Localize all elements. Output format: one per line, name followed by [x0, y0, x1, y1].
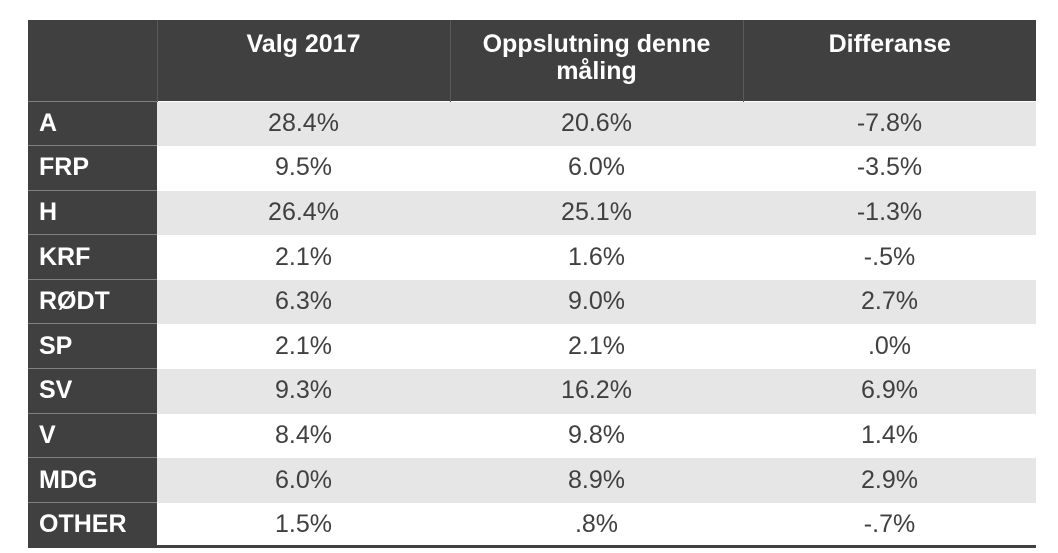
- cell-differanse: -7.8%: [743, 100, 1036, 146]
- cell-valg-2017: 28.4%: [157, 100, 450, 146]
- table-row: SP 2.1% 2.1% .0%: [28, 323, 1036, 369]
- cell-differanse: .0%: [743, 323, 1036, 369]
- cell-differanse: 1.4%: [743, 412, 1036, 458]
- cell-oppslutning: 6.0%: [450, 145, 743, 191]
- cell-oppslutning: 9.0%: [450, 278, 743, 324]
- party-label: RØDT: [28, 278, 157, 324]
- cell-valg-2017: 26.4%: [157, 189, 450, 235]
- party-label: FRP: [28, 145, 157, 191]
- header-differanse: Differanse: [742, 20, 1036, 101]
- cell-valg-2017: 2.1%: [157, 234, 450, 280]
- cell-valg-2017: 2.1%: [157, 323, 450, 369]
- table-row: KRF 2.1% 1.6% -.5%: [28, 234, 1036, 280]
- cell-differanse: -.5%: [743, 234, 1036, 280]
- table-row: H 26.4% 25.1% -1.3%: [28, 189, 1036, 235]
- cell-oppslutning: 1.6%: [450, 234, 743, 280]
- table-row: FRP 9.5% 6.0% -3.5%: [28, 145, 1036, 191]
- cell-valg-2017: 6.3%: [157, 278, 450, 324]
- cell-valg-2017: 9.5%: [157, 145, 450, 191]
- cell-differanse: 2.7%: [743, 278, 1036, 324]
- table-row: RØDT 6.3% 9.0% 2.7%: [28, 278, 1036, 324]
- cell-differanse: -1.3%: [743, 189, 1036, 235]
- cell-oppslutning: 25.1%: [450, 189, 743, 235]
- cell-valg-2017: 9.3%: [157, 368, 450, 414]
- cell-differanse: -3.5%: [743, 145, 1036, 191]
- cell-differanse: 6.9%: [743, 368, 1036, 414]
- header-oppslutning: Oppslutning denne måling: [449, 20, 743, 101]
- table-row: MDG 6.0% 8.9% 2.9%: [28, 457, 1036, 503]
- poll-results-table: Valg 2017 Oppslutning denne måling Diffe…: [28, 20, 1036, 549]
- cell-differanse: -.7%: [743, 501, 1036, 549]
- table-row: OTHER 1.5% .8% -.7%: [28, 501, 1036, 549]
- party-label: MDG: [28, 457, 157, 503]
- cell-oppslutning: 2.1%: [450, 323, 743, 369]
- header-valg-2017: Valg 2017: [156, 20, 450, 101]
- cell-oppslutning: .8%: [450, 501, 743, 549]
- table-header: Valg 2017 Oppslutning denne måling Diffe…: [28, 20, 1036, 101]
- cell-oppslutning: 8.9%: [450, 457, 743, 503]
- header-corner: [28, 20, 157, 101]
- cell-differanse: 2.9%: [743, 457, 1036, 503]
- table-row: SV 9.3% 16.2% 6.9%: [28, 368, 1036, 414]
- party-label: OTHER: [28, 501, 157, 549]
- table-body: A 28.4% 20.6% -7.8% FRP 9.5% 6.0% -3.5% H 26.4% 25…: [28, 100, 1036, 549]
- cell-valg-2017: 1.5%: [157, 501, 450, 549]
- party-label: A: [28, 100, 157, 146]
- party-label: SV: [28, 368, 157, 414]
- party-label: SP: [28, 323, 157, 369]
- party-label: KRF: [28, 234, 157, 280]
- table-row: A 28.4% 20.6% -7.8%: [28, 100, 1036, 146]
- party-label: V: [28, 412, 157, 458]
- cell-oppslutning: 16.2%: [450, 368, 743, 414]
- table-row: V 8.4% 9.8% 1.4%: [28, 412, 1036, 458]
- cell-oppslutning: 20.6%: [450, 100, 743, 146]
- cell-valg-2017: 8.4%: [157, 412, 450, 458]
- cell-oppslutning: 9.8%: [450, 412, 743, 458]
- party-label: H: [28, 189, 157, 235]
- header-row: Valg 2017 Oppslutning denne måling Diffe…: [28, 20, 1036, 101]
- cell-valg-2017: 6.0%: [157, 457, 450, 503]
